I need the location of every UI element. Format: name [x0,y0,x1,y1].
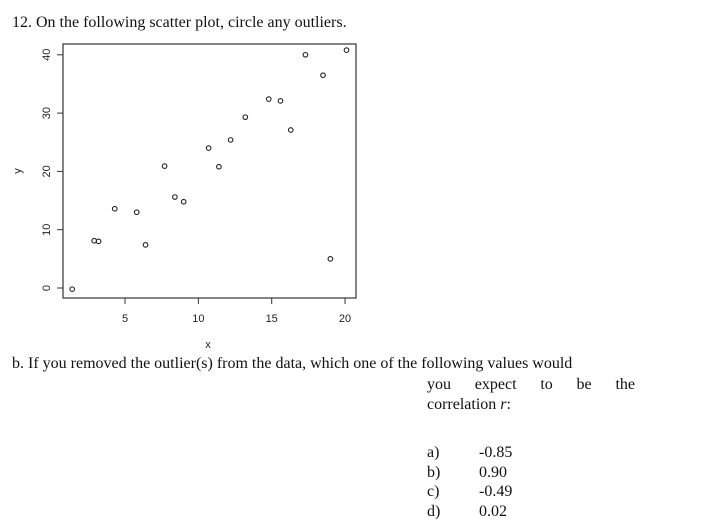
data-point[interactable] [111,205,118,212]
part-b-line3: correlation r: [427,396,511,413]
x-axis-label: x [205,339,211,351]
data-point[interactable] [320,72,326,79]
scatter-plot: 0 10 20 30 40 5 10 15 20 x y [12,43,357,351]
option-c[interactable]: c) -0.49 [427,483,513,500]
y-axis-label: y [12,168,24,174]
svg-text:20: 20 [41,165,53,177]
option-d[interactable]: d) 0.02 [427,502,507,520]
svg-text:5: 5 [122,313,128,325]
data-point[interactable] [133,209,140,216]
data-point[interactable] [69,286,76,293]
part-b-line2: you expect to be the [427,376,635,393]
svg-text:20: 20 [339,313,351,325]
data-point[interactable] [302,51,309,58]
data-point[interactable] [216,163,222,170]
y-axis: 0 10 20 30 40 [41,49,63,291]
part-b-question: b. If you removed the outlier(s) from th… [12,355,573,372]
data-point[interactable] [142,242,149,248]
data-point[interactable] [91,237,98,244]
question-title: 12. On the following scatter plot, circl… [12,14,347,31]
svg-text:15: 15 [266,313,278,325]
plot-frame [62,43,357,299]
data-point[interactable] [205,145,212,151]
data-point[interactable] [277,98,284,104]
data-points [69,47,350,293]
svg-text:0: 0 [41,285,53,291]
option-b[interactable]: b) 0.90 [427,463,507,481]
option-a[interactable]: a) -0.85 [427,444,513,461]
data-point[interactable] [172,194,178,200]
svg-text:40: 40 [41,49,53,61]
correlation-variable: r [500,396,507,413]
data-point[interactable] [227,137,234,143]
data-point[interactable] [180,198,187,205]
data-point[interactable] [161,163,168,170]
data-point[interactable] [327,256,334,262]
x-axis: 5 10 15 20 [122,298,351,325]
svg-text:10: 10 [41,224,53,236]
data-point[interactable] [343,47,350,53]
part-b-continuation: you expect to be the correlation r: [427,375,635,415]
data-point[interactable] [287,127,294,133]
data-point[interactable] [242,114,249,121]
svg-text:10: 10 [192,313,204,325]
answer-options: a) -0.85 b) 0.90 c) -0.49 d) 0.02 [427,443,512,521]
data-point[interactable] [95,238,102,245]
data-point[interactable] [265,96,272,102]
svg-text:30: 30 [41,107,53,119]
